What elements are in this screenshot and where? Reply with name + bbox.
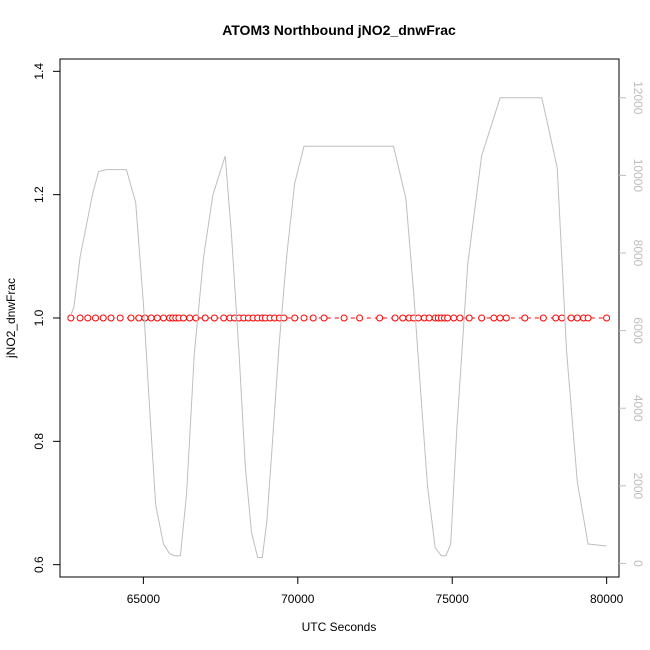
x-axis: 65000 70000 75000 80000	[127, 576, 624, 606]
jno2-point	[444, 314, 452, 322]
jno2-point	[320, 314, 328, 322]
y2-tick-label: 2000	[631, 472, 645, 499]
altitude-line	[70, 97, 607, 559]
y2-tick-label: 0	[631, 560, 645, 567]
jno2-point	[160, 314, 167, 322]
jno2-point	[76, 314, 84, 322]
jno2-point	[399, 314, 407, 322]
jno2-point	[552, 314, 560, 322]
jno2-point	[153, 314, 161, 322]
jno2-point	[116, 314, 124, 322]
jno2-point	[291, 314, 299, 322]
x-tick-label: 65000	[127, 592, 161, 606]
jno2-point	[135, 314, 143, 322]
y-tick-label: 1.2	[32, 186, 46, 203]
jno2-point	[478, 314, 486, 322]
jno2-point	[521, 314, 529, 322]
jno2-point	[376, 314, 384, 322]
jno2-point	[107, 314, 115, 322]
jno2-point	[309, 314, 317, 322]
x-tick-label: 80000	[590, 592, 624, 606]
jno2-point	[84, 314, 92, 322]
jno2-point	[356, 314, 364, 322]
jno2-point	[456, 314, 464, 322]
jno2-point	[340, 314, 348, 322]
jno2-point	[220, 314, 228, 322]
jno2-point	[300, 314, 308, 322]
x-axis-label: UTC Seconds	[302, 620, 377, 634]
y2-tick-label: 6000	[631, 317, 645, 344]
jno2-point	[141, 314, 149, 322]
jno2-point	[502, 314, 510, 322]
y-axis-label: jNO2_dnwFrac	[4, 278, 18, 359]
y-tick-label: 1.0	[32, 309, 46, 326]
jno2-point	[539, 314, 547, 322]
x-tick-label: 75000	[436, 592, 470, 606]
jno2-point	[584, 314, 592, 322]
y-tick-label: 1.4	[32, 63, 46, 80]
series-layer	[67, 97, 611, 559]
jno2-point	[496, 314, 504, 322]
jno2-point	[391, 314, 399, 322]
jno2-point	[558, 314, 566, 322]
jno2-point	[490, 314, 498, 322]
jno2-point	[92, 314, 99, 322]
y2-tick-label: 10000	[631, 159, 645, 193]
x-tick-label: 70000	[281, 592, 315, 606]
jno2-point	[67, 314, 75, 322]
y-tick-label: 0.8	[32, 433, 46, 450]
y2-tick-label: 8000	[631, 240, 645, 267]
jno2-point	[425, 314, 433, 322]
jno2-point	[127, 314, 135, 322]
jno2-point	[465, 314, 473, 322]
y-axis: 0.6 0.8 1.0 1.2 1.4	[32, 63, 60, 573]
jno2-point	[201, 314, 209, 322]
jno2-point	[147, 314, 155, 322]
y2-tick-label: 4000	[631, 395, 645, 422]
secondary-y-axis: 0 2000 4000 6000 8000 10000 12000	[619, 81, 645, 567]
chart-title: ATOM3 Northbound jNO2_dnwFrac	[222, 22, 456, 38]
jno2-point	[567, 314, 575, 322]
y2-tick-label: 12000	[631, 81, 645, 115]
jno2-point	[186, 314, 194, 322]
jno2-point	[573, 314, 581, 322]
jno2-point	[414, 314, 422, 322]
jno2-point	[180, 314, 187, 322]
jno2-point	[210, 314, 218, 322]
y-tick-label: 0.6	[32, 556, 46, 573]
jno2-point	[450, 314, 458, 322]
jno2-point	[99, 314, 107, 322]
jno2-point	[603, 314, 611, 322]
